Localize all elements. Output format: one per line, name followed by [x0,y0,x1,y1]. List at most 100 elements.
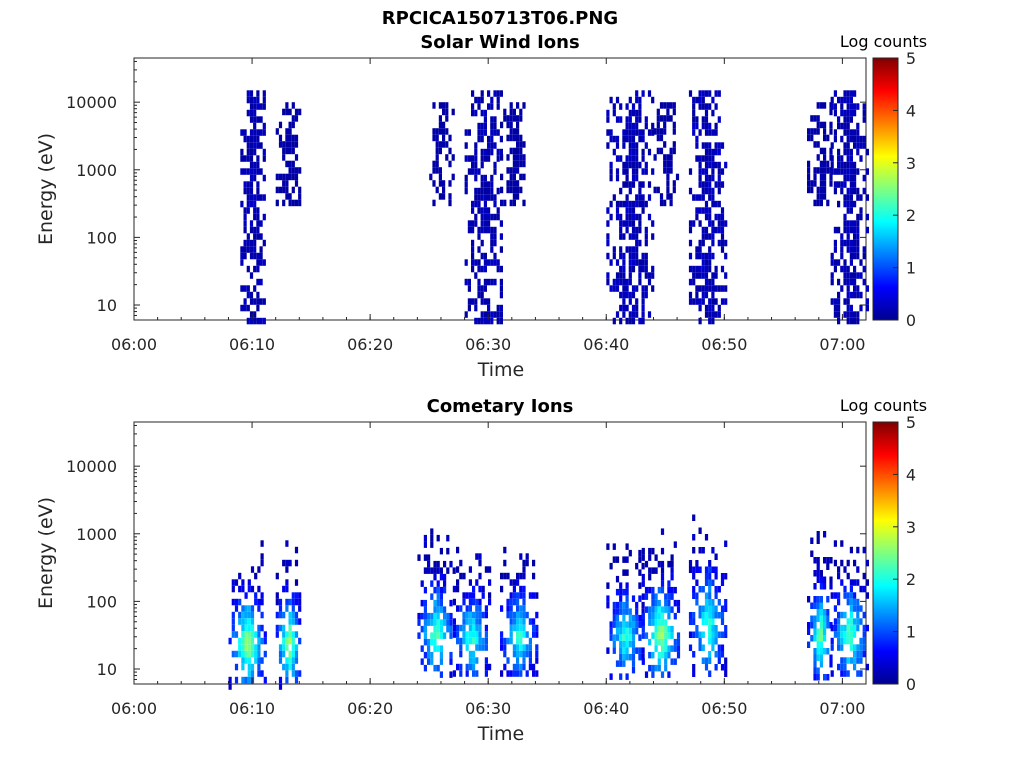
cell [631,311,636,318]
cell [676,599,681,607]
cell [472,585,476,593]
cell [724,599,728,606]
cell [519,173,523,181]
cell [257,598,261,606]
cell [843,311,847,318]
cell [475,605,479,612]
cell [714,226,718,234]
cell [810,550,814,557]
cell [478,598,482,606]
cell [294,657,299,664]
cell [647,213,652,221]
cell [651,285,655,292]
cell [641,207,645,214]
cell [253,129,257,136]
cell [516,115,520,122]
cell [500,605,504,612]
cell [865,194,869,201]
cell [509,199,513,207]
cell [849,259,853,266]
cell [862,644,866,651]
cell [704,116,709,123]
cell [477,278,481,286]
cell [672,128,676,135]
cell [701,631,705,638]
cell [525,644,529,651]
cell [609,161,613,169]
cell [253,226,257,234]
cell [499,135,503,143]
cell [631,129,636,136]
cell [695,599,699,606]
cell [711,311,715,318]
cell [695,272,699,279]
cell [477,129,481,136]
cell [609,96,613,104]
cell [430,567,434,574]
cell [701,168,705,175]
cell [816,154,820,161]
cell [475,611,479,619]
cell [288,657,292,664]
cell [285,102,289,109]
cell [256,252,260,260]
cell [427,619,431,626]
cell [638,135,642,143]
cell [849,585,853,593]
cell [285,579,289,586]
cell [628,148,632,156]
cell [500,154,504,161]
cell [622,627,626,635]
cell [519,631,523,638]
cell [711,174,715,182]
cell [467,129,471,136]
cell [619,582,623,589]
cell [704,592,709,599]
cell [717,304,721,312]
cell [249,239,254,247]
cell [535,644,539,651]
cell [436,599,440,607]
cell [635,129,639,136]
cell [638,220,642,227]
cell [612,634,616,641]
burst-9 [830,90,869,325]
cell [481,611,485,619]
cell [423,632,427,639]
cell [846,129,850,136]
cell [654,606,658,613]
cell [288,598,292,606]
cell [615,575,620,583]
cell [840,96,844,104]
cell [471,103,475,110]
cell [519,637,523,645]
cell [262,194,266,201]
cell [660,671,665,678]
cell [829,654,833,661]
cell [480,265,484,273]
cell [249,174,254,182]
cell [622,200,626,208]
cell [459,559,463,567]
cell [641,181,645,188]
cell [862,252,866,260]
cell [435,128,439,135]
cell [843,566,847,573]
cell [701,181,705,188]
cell [472,624,476,632]
cell [606,647,610,654]
cell [506,670,510,677]
cell [238,585,242,593]
cell [519,115,523,122]
cell [853,311,857,318]
cell [837,161,841,169]
cell [438,115,442,122]
cell [676,606,681,613]
cell [259,168,263,175]
cell [532,631,536,638]
colorbar-tick-label: 0 [906,311,916,330]
cell [465,618,469,625]
cell [859,637,863,645]
cell [631,168,636,175]
cell [439,567,443,574]
